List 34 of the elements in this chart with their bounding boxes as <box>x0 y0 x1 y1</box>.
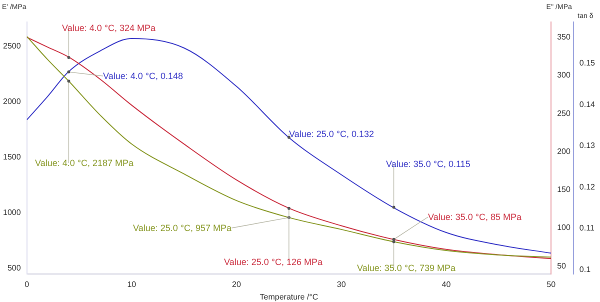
y2-tick-label: 250 <box>557 108 571 118</box>
y-tick-label: 2500 <box>3 42 22 51</box>
y2-tick-label: 200 <box>557 146 571 156</box>
annotation: Value: 25.0 °C, 0.132 <box>289 129 374 139</box>
annotation: Value: 35.0 °C, 0.115 <box>386 159 470 169</box>
y3-tick-label: 0.13 <box>579 141 596 150</box>
y-tick-label: 2000 <box>3 97 22 106</box>
y3-tick-label: 0.15 <box>579 58 596 68</box>
y3-tick-label: 0.14 <box>579 100 596 109</box>
annotation: Value: 25.0 °C, 126 MPa <box>224 257 322 267</box>
y2-tick-label: 350 <box>557 32 571 42</box>
annotation: Value: 35.0 °C, 739 MPa <box>357 263 456 273</box>
y2-tick-label: 100 <box>557 223 571 232</box>
x-tick-label: 30 <box>336 280 346 289</box>
annotation: Value: 4.0 °C, 2187 MPa <box>35 158 134 168</box>
y-tick-label: 1500 <box>3 152 22 162</box>
annotation: Value: 35.0 °C, 85 MPa <box>428 212 522 222</box>
annotation: Value: 25.0 °C, 957 MPa <box>133 223 232 233</box>
annotation: Value: 4.0 °C, 324 MPa <box>62 23 156 33</box>
y2-tick-label: 150 <box>557 185 571 194</box>
x-tick-label: 40 <box>442 280 452 289</box>
annotation: Value: 4.0 °C, 0.148 <box>103 71 183 81</box>
x-tick-label: 20 <box>232 280 242 289</box>
y3-tick-label: 0.11 <box>579 224 595 233</box>
y3-tick-label: 0.1 <box>579 264 592 274</box>
y-tick-label: 500 <box>7 263 22 272</box>
y3-tick-label: 0.12 <box>579 182 596 192</box>
x-tick-label: 0 <box>24 280 30 289</box>
x-axis-title: Temperature /°C <box>260 292 318 302</box>
x-tick-label: 50 <box>546 280 556 289</box>
y2-tick-label: 50 <box>557 261 567 270</box>
y2-tick-label: 300 <box>557 70 571 80</box>
x-tick-label: 10 <box>127 280 137 289</box>
y-tick-label: 1000 <box>3 208 22 217</box>
